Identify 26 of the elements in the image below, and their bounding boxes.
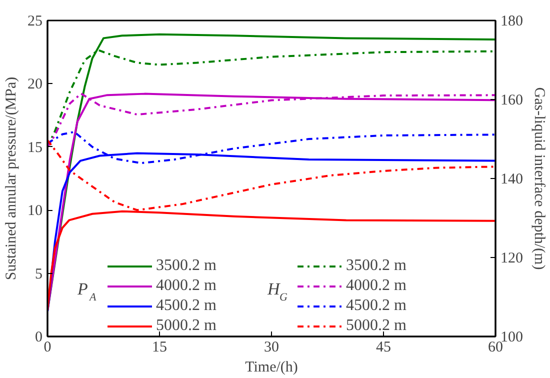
legend-label: 4500.2 m — [346, 297, 406, 315]
x-tick-label: 45 — [376, 340, 391, 356]
x-tick-label: 60 — [488, 340, 503, 356]
legend-label: 4000.2 m — [346, 277, 406, 295]
y-tick-label: 15 — [28, 140, 42, 156]
y-tick-label: 20 — [28, 76, 42, 93]
y-tick-label: 10 — [28, 203, 42, 220]
y-tick-label: 25 — [28, 14, 42, 30]
y-tick-label: 0 — [35, 330, 42, 346]
x-axis-title: Time/(h) — [245, 360, 298, 376]
y2-tick-label: 120 — [500, 250, 523, 266]
legend-label: 3500.2 m — [346, 257, 406, 275]
x-tick-label: 30 — [264, 340, 279, 356]
legend-label: 4500.2 m — [156, 297, 216, 315]
legend-label: 5000.2 m — [346, 317, 406, 335]
y2-tick-label: 140 — [500, 172, 523, 188]
legend-label: 3500.2 m — [156, 257, 216, 275]
line-series — [48, 92, 496, 312]
legend-label: 4000.2 m — [156, 277, 216, 295]
y2-tick-label: 160 — [500, 92, 523, 108]
y-axis-title: Sustained annular pressure/(MPa) — [4, 76, 20, 280]
legend-label: 5000.2 m — [156, 317, 216, 335]
y2-tick-label: 180 — [500, 14, 523, 30]
x-tick-label: 15 — [152, 340, 167, 356]
y2-axis-title: Gas-liquid interface depth/(m) — [531, 87, 547, 270]
y-tick-label: 5 — [35, 266, 42, 282]
